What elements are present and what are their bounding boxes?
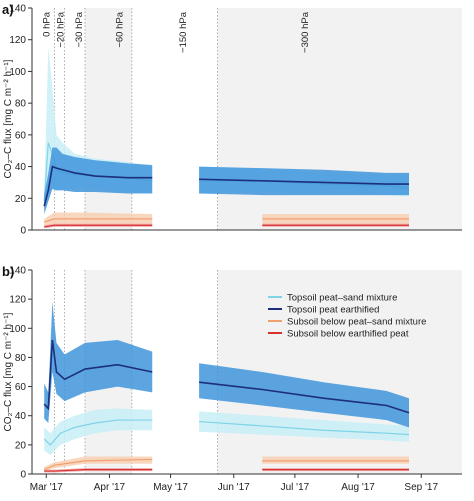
series-line xyxy=(43,419,153,446)
y-tick-label: 0 xyxy=(20,226,26,237)
y-tick-label: 60 xyxy=(15,382,27,393)
phase-label: 0 hPa xyxy=(41,11,52,37)
series-2 xyxy=(44,212,410,226)
y-tick-label: 120 xyxy=(9,295,26,306)
legend-entry: Topsoil peat–sand mixture xyxy=(287,293,397,304)
x-tick-label: Apr '17 xyxy=(94,482,126,493)
shaded-period xyxy=(217,8,462,230)
x-tick-label: Aug '17 xyxy=(341,482,375,493)
series-3 xyxy=(44,223,410,229)
y-axis-label: CO₂–C flux [mg C m⁻² h⁻¹] xyxy=(3,59,14,178)
series-line xyxy=(199,420,410,436)
y-tick-label: 140 xyxy=(9,4,26,15)
x-tick-label: Jul '17 xyxy=(281,482,310,493)
y-tick-label: 0 xyxy=(20,470,26,481)
series-1 xyxy=(43,147,410,215)
y-tick-label: 40 xyxy=(15,162,27,173)
x-tick-label: Sep '17 xyxy=(404,482,438,493)
panel-label: b) xyxy=(2,264,14,279)
series-2 xyxy=(43,456,410,472)
panel-b: 0 20 40 60 80 100 120 140 CO₂–C flux [mg C m⁻² h… xyxy=(2,264,462,493)
y-tick-label: 100 xyxy=(9,324,26,335)
series-1 xyxy=(43,302,410,428)
series-line xyxy=(44,469,153,472)
legend-entry: Subsoil below peat–sand mixture xyxy=(287,317,426,328)
series-line xyxy=(43,458,153,471)
x-tick-label: Mar '17 xyxy=(30,482,63,493)
y-tick-label: 80 xyxy=(15,99,27,110)
series-band xyxy=(199,166,410,196)
phase-label: −150 hPa xyxy=(178,11,189,53)
phase-label: −300 hPa xyxy=(300,11,311,53)
y-tick-label: 20 xyxy=(15,440,27,451)
series-line xyxy=(199,381,410,414)
phase-label: −60 hPa xyxy=(115,11,126,47)
phase-label: −30 hPa xyxy=(74,11,85,47)
series-line xyxy=(43,339,153,411)
x-tick-label: May '17 xyxy=(153,482,188,493)
y-tick-label: 100 xyxy=(9,67,26,78)
series-band xyxy=(44,302,153,423)
series-line xyxy=(44,224,153,228)
y-tick-label: 140 xyxy=(9,266,26,277)
y-axis-label: CO₂–C flux [mg C m⁻² h⁻¹] xyxy=(3,312,14,431)
series-band xyxy=(199,411,410,442)
series-0 xyxy=(43,408,410,456)
series-line xyxy=(43,165,153,207)
series-band xyxy=(262,456,410,464)
y-tick-label: 60 xyxy=(15,130,27,141)
series-band xyxy=(44,147,153,215)
legend-entry: Subsoil below earthified peat xyxy=(287,329,409,340)
legend-entry: Topsoil peat earthified xyxy=(287,305,379,316)
panel-a: 0 20 40 60 80 100 120 140 CO₂–C flux [mg C m⁻² h… xyxy=(2,2,462,237)
x-tick-label: Jun '17 xyxy=(218,482,250,493)
panel-label: a) xyxy=(2,2,14,17)
phase-label: −20 hPa xyxy=(56,11,67,47)
y-tick-label: 20 xyxy=(15,194,27,205)
series-3 xyxy=(44,468,410,473)
y-tick-label: 80 xyxy=(15,353,27,364)
series-line xyxy=(44,218,153,223)
y-tick-label: 40 xyxy=(15,411,27,422)
y-tick-label: 120 xyxy=(9,35,26,46)
series-line xyxy=(199,178,410,185)
